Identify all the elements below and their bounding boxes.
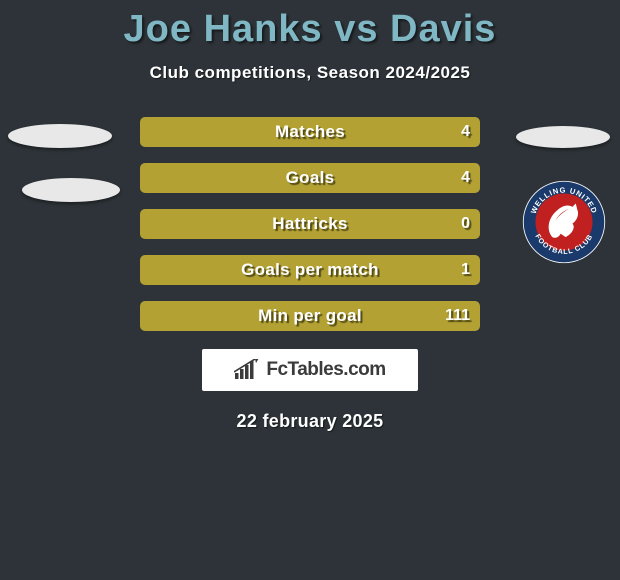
stat-value-right: 0 (461, 209, 470, 239)
stat-label: Goals per match (140, 255, 480, 285)
bar-chart-icon (234, 359, 260, 381)
stat-value-right: 111 (445, 301, 470, 331)
comparison-card: Joe Hanks vs Davis Club competitions, Se… (0, 0, 620, 580)
date-text: 22 february 2025 (0, 411, 620, 432)
stat-row: Hattricks 0 (140, 209, 480, 239)
stat-row: Goals 4 (140, 163, 480, 193)
stat-row: Goals per match 1 (140, 255, 480, 285)
stat-label: Hattricks (140, 209, 480, 239)
stat-row: Matches 4 (140, 117, 480, 147)
placeholder-ellipse-right-1 (516, 126, 610, 148)
stat-row: Min per goal 111 (140, 301, 480, 331)
stat-label: Min per goal (140, 301, 480, 331)
stat-value-right: 4 (461, 117, 470, 147)
page-title: Joe Hanks vs Davis (0, 0, 620, 51)
fctables-text: FcTables.com (266, 359, 385, 381)
placeholder-ellipse-left-2 (22, 178, 120, 202)
club-crest: WELLING UNITED FOOTBALL CLUB (522, 180, 606, 264)
placeholder-ellipse-left-1 (8, 124, 112, 148)
stat-label: Goals (140, 163, 480, 193)
stat-value-right: 4 (461, 163, 470, 193)
subtitle: Club competitions, Season 2024/2025 (0, 63, 620, 83)
crest-icon: WELLING UNITED FOOTBALL CLUB (522, 180, 606, 264)
stat-label: Matches (140, 117, 480, 147)
fctables-link[interactable]: FcTables.com (202, 349, 418, 391)
stat-value-right: 1 (461, 255, 470, 285)
